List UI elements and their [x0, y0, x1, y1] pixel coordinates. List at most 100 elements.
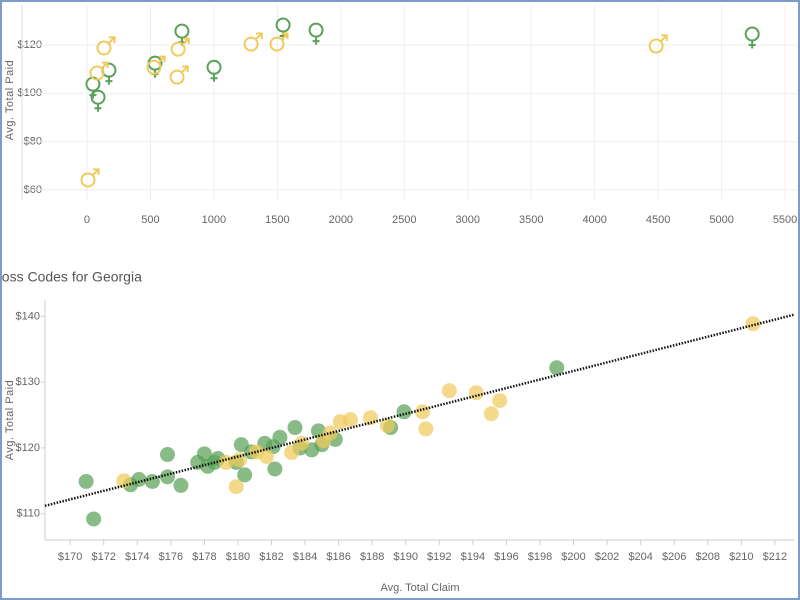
marker-ring	[308, 22, 324, 38]
point	[258, 448, 274, 464]
point	[196, 446, 212, 462]
marker-ring	[169, 69, 185, 85]
point	[745, 316, 761, 332]
x-tick-label: $212	[763, 551, 787, 563]
point	[232, 452, 248, 468]
marker-arrow	[254, 32, 263, 41]
x-tick-label: 4500	[646, 214, 670, 226]
x-tick-label: $206	[662, 551, 686, 563]
point	[549, 360, 565, 376]
point	[441, 383, 457, 399]
point	[86, 511, 102, 527]
chart-title: Loss Codes for Georgia	[0, 269, 142, 285]
marker-arrow	[182, 37, 190, 46]
point	[287, 420, 303, 436]
point	[85, 76, 101, 99]
marker-dot	[196, 446, 212, 462]
marker-dot	[549, 360, 565, 376]
point	[267, 461, 283, 477]
marker-arrow	[180, 65, 189, 74]
x-axis-label: Avg. Total Claim	[380, 582, 459, 594]
point	[648, 34, 668, 54]
point	[237, 467, 253, 483]
point	[90, 89, 106, 112]
marker-dot	[492, 393, 508, 409]
marker-ring	[89, 65, 105, 81]
marker-ring	[96, 40, 112, 56]
marker-dot	[441, 383, 457, 399]
marker-ring	[648, 38, 664, 54]
marker-dot	[267, 461, 283, 477]
point	[78, 473, 94, 489]
x-tick-label: 500	[141, 214, 159, 226]
point	[415, 404, 431, 420]
x-tick-label: $190	[393, 551, 417, 563]
marker-dot	[258, 448, 274, 464]
point	[744, 26, 760, 49]
marker-cross	[105, 76, 113, 85]
marker-arrow	[157, 55, 166, 64]
point	[228, 479, 244, 495]
point	[218, 454, 234, 470]
y-tick-label: $110	[16, 508, 40, 520]
marker-dot	[272, 429, 288, 445]
marker-cross	[312, 36, 320, 45]
point	[269, 32, 289, 52]
point	[173, 477, 189, 493]
point	[170, 37, 190, 57]
marker-cross	[94, 103, 102, 112]
trend-line	[44, 313, 796, 508]
x-tick-label: $174	[125, 551, 149, 563]
x-tick-label: 3500	[519, 214, 543, 226]
point	[492, 393, 508, 409]
marker-dot	[287, 420, 303, 436]
x-tick-label: 1500	[265, 214, 289, 226]
point	[308, 22, 324, 45]
x-tick-label: 2500	[392, 214, 416, 226]
marker-dot	[78, 473, 94, 489]
x-tick-label: $172	[91, 551, 115, 563]
marker-ring	[275, 17, 291, 33]
point	[144, 473, 160, 489]
point	[159, 447, 175, 463]
x-tick-label: $194	[461, 551, 485, 563]
marker-dot	[342, 412, 358, 428]
x-tick-label: $202	[595, 551, 619, 563]
x-tick-label: $208	[696, 551, 720, 563]
x-tick-label: $184	[293, 551, 317, 563]
marker-ring	[170, 41, 186, 57]
point	[80, 168, 100, 188]
x-tick-label: $192	[427, 551, 451, 563]
marker-cross	[210, 73, 218, 82]
marker-dot	[232, 452, 248, 468]
marker-dot	[415, 404, 431, 420]
x-tick-label: 4000	[582, 214, 606, 226]
marker-ring	[174, 23, 190, 39]
marker-dot	[228, 479, 244, 495]
marker-dot	[284, 445, 300, 461]
marker-dot	[418, 421, 434, 437]
marker-ring	[269, 36, 285, 52]
marker-dot	[218, 454, 234, 470]
y-axis-label: Avg. Total Paid	[4, 60, 16, 140]
point	[146, 55, 166, 75]
point	[418, 421, 434, 437]
x-tick-label: 5000	[709, 214, 733, 226]
marker-dot	[237, 467, 253, 483]
x-tick-label: 2000	[329, 214, 353, 226]
x-tick-label: 0	[84, 214, 90, 226]
marker-ring	[744, 26, 760, 42]
marker-arrow	[107, 36, 116, 45]
x-tick-label: $180	[226, 551, 250, 563]
marker-dot	[159, 447, 175, 463]
marker-dot	[745, 316, 761, 332]
point	[243, 32, 263, 52]
x-tick-label: $188	[360, 551, 384, 563]
marker-dot	[294, 435, 310, 451]
marker-ring	[80, 172, 96, 188]
point	[294, 435, 310, 451]
marker-arrow	[100, 61, 109, 70]
x-tick-label: $200	[561, 551, 585, 563]
marker-dot	[173, 477, 189, 493]
